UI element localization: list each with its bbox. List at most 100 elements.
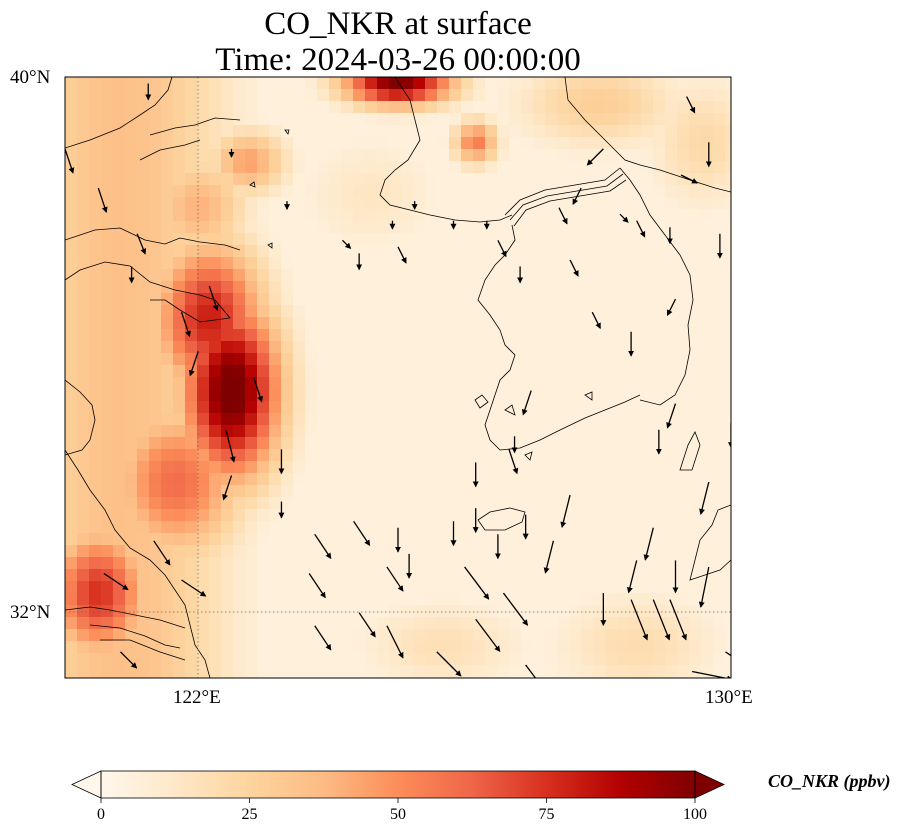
field-cell (185, 617, 198, 630)
field-cell (245, 245, 258, 258)
field-cell (305, 197, 318, 210)
field-cell (569, 317, 582, 330)
field-cell (641, 485, 654, 498)
field-cell (425, 533, 438, 546)
field-cell (317, 329, 330, 342)
field-cell (437, 593, 450, 606)
field-cell (701, 101, 714, 114)
field-cell (341, 161, 354, 174)
field-cell (449, 461, 462, 474)
field-cell (137, 533, 150, 546)
field-cell (653, 677, 666, 678)
field-cell (473, 533, 486, 546)
field-cell (173, 641, 186, 654)
field-cell (701, 77, 714, 90)
field-cell (365, 353, 378, 366)
field-cell (521, 125, 534, 138)
field-cell (425, 101, 438, 114)
field-cell (89, 113, 102, 126)
field-cell (641, 377, 654, 390)
field-cell (653, 353, 666, 366)
field-cell (101, 221, 114, 234)
korea-west-coast (477, 224, 641, 451)
field-cell (497, 509, 510, 522)
field-cell (197, 113, 210, 126)
wind-arrow (397, 246, 407, 264)
field-cell (437, 173, 450, 186)
field-cell (617, 221, 630, 234)
field-cell (125, 233, 138, 246)
field-cell (389, 425, 402, 438)
field-cell (593, 365, 606, 378)
field-cell (257, 77, 270, 90)
field-cell (473, 461, 486, 474)
field-cell (149, 269, 162, 282)
field-cell (521, 113, 534, 126)
field-cell (509, 293, 522, 306)
field-cell (185, 197, 198, 210)
field-cell (149, 413, 162, 426)
field-cell (65, 437, 78, 450)
field-cell (521, 317, 534, 330)
field-cell (425, 389, 438, 402)
field-cell (593, 341, 606, 354)
field-cell (701, 149, 714, 162)
field-cell (329, 485, 342, 498)
field-cell (269, 173, 282, 186)
field-cell (269, 257, 282, 270)
field-cell (269, 185, 282, 198)
field-cell (245, 605, 258, 618)
wind-arrow (353, 520, 371, 547)
field-cell (533, 473, 546, 486)
field-cell (677, 485, 690, 498)
field-cell (701, 89, 714, 102)
field-cell (149, 149, 162, 162)
field-cell (233, 569, 246, 582)
field-cell (305, 125, 318, 138)
field-cell (137, 353, 150, 366)
field-cell (281, 641, 294, 654)
field-cell (209, 257, 222, 270)
field-cell (593, 665, 606, 678)
field-cell (269, 269, 282, 282)
wind-arrow (586, 148, 604, 166)
field-cell (233, 173, 246, 186)
field-cell (113, 185, 126, 198)
field-cell (281, 89, 294, 102)
field-cell (641, 317, 654, 330)
field-cell (533, 653, 546, 666)
field-cell (293, 665, 306, 678)
field-cell (317, 125, 330, 138)
field-cell (545, 245, 558, 258)
field-cell (245, 437, 258, 450)
field-cell (329, 389, 342, 402)
field-cell (293, 341, 306, 354)
field-cell (461, 209, 474, 222)
field-cell (305, 617, 318, 630)
field-cell (293, 353, 306, 366)
field-cell (713, 653, 726, 666)
field-cell (353, 305, 366, 318)
field-cell (281, 677, 294, 678)
field-cell (413, 437, 426, 450)
field-cell (197, 245, 210, 258)
field-cell (665, 461, 678, 474)
field-cell (533, 329, 546, 342)
field-cell (713, 257, 726, 270)
field-cell (329, 581, 342, 594)
field-cell (137, 509, 150, 522)
field-cell (233, 641, 246, 654)
field-cell (605, 677, 618, 678)
field-cell (545, 497, 558, 510)
field-cell (665, 113, 678, 126)
field-cell (497, 497, 510, 510)
field-cell (425, 149, 438, 162)
field-cell (173, 485, 186, 498)
field-cell (365, 641, 378, 654)
field-cell (605, 233, 618, 246)
field-cell (149, 557, 162, 570)
colorbar-tick-label-100: 100 (683, 806, 707, 823)
field-cell (629, 341, 642, 354)
field-cell (317, 473, 330, 486)
field-cell (125, 425, 138, 438)
